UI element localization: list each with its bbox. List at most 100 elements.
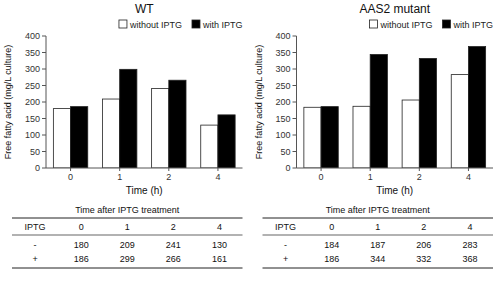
bar [201,125,218,168]
table-cell: 161 [212,254,227,264]
table-column-label: 4 [217,222,222,232]
bar [218,115,235,168]
table-column-label: 1 [125,222,130,232]
y-tick-label: 400 [25,31,40,41]
table-rule [263,218,494,219]
table-column-label: 4 [467,222,472,232]
bar [53,109,70,168]
table-cell: 344 [370,254,385,264]
legend: without IPTG with IPTG [369,20,493,30]
table-cell: 241 [166,240,181,250]
figure: WT0501001502002503003504000124Time (h)Fr… [0,0,501,289]
x-tick-label: 1 [368,172,373,182]
y-tick [42,135,46,136]
table-column-label: IPTG [275,222,296,232]
y-axis: 050100150200250300350400 [275,31,296,173]
table-cell: 299 [120,254,135,264]
table-column-label: 0 [329,222,334,232]
y-tick-label: 150 [25,114,40,124]
bar [71,107,88,168]
x-tick-label: 0 [319,172,324,182]
x-tick [217,168,218,171]
y-axis-label: Free fatty acid (mg/L culture) [3,45,13,160]
table: Time after IPTG treatmentIPTG0124-184187… [263,205,494,268]
legend-label: with IPTG [202,20,243,30]
y-tick-label: 350 [25,48,40,58]
x-tick [168,168,169,171]
table-rule [12,235,243,236]
bar [353,106,370,168]
table-rule [263,235,494,236]
table-cell: 180 [74,240,89,250]
x-axis-label: Time (h) [376,185,413,196]
legend-label: without IPTG [379,20,432,30]
table-cell: 283 [462,240,477,250]
y-tick [293,151,297,152]
bars [304,47,486,168]
x-axis: 0124 [68,168,220,182]
chart-title: AAS2 mutant [359,2,430,16]
bar [152,88,169,168]
table-rule [12,268,243,269]
y-axis-line [46,36,47,168]
table-cell: 186 [74,254,89,264]
y-tick [293,168,297,169]
y-tick-label: 100 [25,130,40,140]
bar [304,107,321,168]
legend-swatch [369,20,377,28]
y-tick [42,168,46,169]
legend-item: without IPTG [119,20,182,30]
table-column-label: 2 [171,222,176,232]
x-tick-label: 4 [466,172,471,182]
table-cell: - [284,240,287,250]
legend-swatch [442,20,450,28]
x-tick-label: 2 [417,172,422,182]
y-tick [293,69,297,70]
table-rule [263,268,494,269]
table-column-label: 1 [375,222,380,232]
x-tick [70,168,71,171]
legend-swatch [119,20,127,28]
y-tick [42,151,46,152]
table: Time after IPTG treatmentIPTG0124-180209… [12,205,243,268]
y-tick [42,118,46,119]
table-cell: + [32,254,37,264]
table-rule [12,218,243,219]
table-cell: 187 [370,240,385,250]
x-tick-label: 2 [166,172,171,182]
bar [321,107,338,168]
y-tick [293,118,297,119]
y-tick [42,85,46,86]
y-axis-label: Free fatty acid (mg/L culture) [254,45,264,160]
table-cell: - [34,240,37,250]
y-tick [293,85,297,86]
y-tick [293,102,297,103]
y-tick-label: 400 [275,31,290,41]
x-tick-label: 0 [68,172,73,182]
legend-label: without IPTG [129,20,182,30]
x-tick [468,168,469,171]
x-tick [321,168,322,171]
table-cell: 368 [462,254,477,264]
table-cell: 209 [120,240,135,250]
y-tick-label: 350 [275,48,290,58]
table-cell: 332 [416,254,431,264]
bar [120,69,137,168]
y-tick-label: 0 [35,163,40,173]
table-cell: 186 [324,254,339,264]
bar [402,100,419,168]
x-axis-line [46,168,243,169]
y-tick-label: 50 [30,147,40,157]
bar-chart: AAS2 mutant0501001502002503003504000124T… [254,2,494,196]
legend-swatch [192,20,200,28]
bar [451,75,468,168]
x-tick-label: 1 [117,172,122,182]
x-axis-label: Time (h) [126,185,163,196]
y-tick [42,102,46,103]
table-column-label: 2 [421,222,426,232]
x-tick [119,168,120,171]
y-tick-label: 250 [275,81,290,91]
y-tick-label: 0 [285,163,290,173]
legend-label: with IPTG [452,20,493,30]
y-tick [42,52,46,53]
